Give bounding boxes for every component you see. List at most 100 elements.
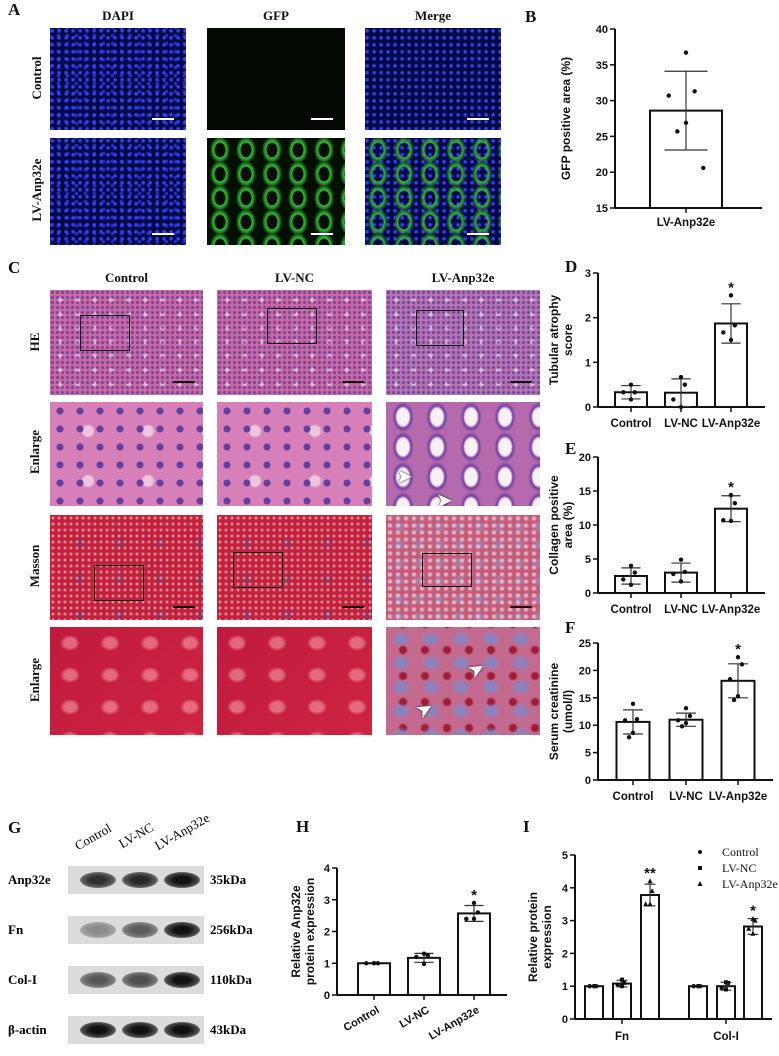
micrograph-dapi-lv-anp32e: [50, 138, 186, 245]
column-header-dapi: DAPI: [102, 8, 134, 23]
scale-bar: [510, 606, 532, 608]
micrograph-masson-enlarge-lv-anp32e: ➤ ➤: [386, 627, 540, 735]
data-point: [724, 987, 728, 992]
data-point: [701, 165, 706, 171]
y-axis-label: Tubular atrophy: [547, 294, 561, 385]
scale-bar: [342, 381, 364, 383]
micrograph-he-lv-anp32e: [386, 290, 540, 395]
data-point: [732, 501, 738, 506]
data-point: [471, 900, 477, 906]
y-tick-label: 20: [596, 167, 608, 179]
blot-strip-2: [68, 966, 204, 994]
data-point: [649, 888, 655, 894]
blot-size-label: 35kDa: [210, 872, 247, 887]
x-tick-label: LV-Anp32e: [657, 217, 716, 229]
y-tick-label: 0: [585, 588, 591, 600]
data-point: [727, 676, 733, 682]
blot-protein-label: β-actin: [8, 1022, 47, 1037]
data-point: [750, 930, 756, 936]
scale-bar: [467, 118, 489, 120]
bar: [640, 894, 660, 1020]
x-tick-label: LV-Anp32e: [427, 1004, 482, 1042]
y-axis-label: Relative Anp32e: [289, 885, 303, 978]
data-point: [691, 984, 696, 989]
data-point: [675, 129, 680, 134]
data-point: [628, 397, 634, 402]
data-point: [739, 662, 745, 667]
column-header-lv-nc: LV-NC: [274, 270, 314, 285]
y-tick-label: 4: [562, 883, 569, 895]
data-point: [671, 571, 676, 577]
blot-band: [122, 922, 158, 938]
y-axis-label: GFP positive area (%): [559, 57, 573, 180]
y-tick-label: 4: [324, 863, 331, 875]
legend-entry: Control: [722, 845, 759, 859]
data-point: [728, 492, 734, 498]
data-point: [620, 977, 624, 982]
legend-entry: LV-NC: [722, 861, 756, 875]
bar: [584, 985, 604, 1021]
inset-box: [233, 552, 283, 588]
x-tick-label: LV-NC: [669, 791, 703, 803]
data-point: [735, 655, 741, 660]
micrograph-he-control: [50, 290, 203, 395]
scale-bar: [173, 606, 195, 608]
data-point: [687, 713, 693, 719]
micrograph-he-lv-nc: [217, 290, 372, 395]
x-tick-label: LV-Anp32e: [702, 418, 761, 430]
micrograph-masson-lv-anp32e: [386, 515, 540, 620]
y-tick-label: 15: [596, 203, 608, 215]
y-tick-label: 2: [324, 927, 330, 939]
panel-label-g: G: [8, 818, 22, 837]
y-tick-label: 3: [585, 268, 591, 280]
significance-marker: *: [471, 887, 477, 904]
blot-size-label: 43kDa: [210, 1022, 247, 1037]
blot-strip-1: [68, 916, 204, 944]
blot-band: [122, 972, 158, 988]
x-tick-label: Control: [611, 604, 652, 616]
data-point: [683, 50, 689, 55]
x-tick-label: Control: [611, 418, 652, 430]
data-point: [731, 697, 737, 703]
data-point: [630, 701, 636, 707]
inset-box: [267, 308, 317, 344]
y-tick-label: 30: [596, 96, 608, 108]
data-point: [683, 720, 689, 726]
y-axis-label: area (%): [561, 502, 575, 549]
panel-label-f: F: [565, 618, 575, 637]
blot-protein-label: Col-I: [8, 972, 37, 987]
inset-box: [416, 310, 464, 346]
bar: [688, 985, 708, 1021]
data-point: [632, 570, 638, 575]
arrow-icon: ➤: [396, 464, 413, 488]
y-tick-label: 5: [585, 554, 591, 566]
x-tick-label: Fn: [615, 1031, 629, 1043]
y-tick-label: 20: [579, 452, 591, 464]
y-axis-label: score: [561, 324, 575, 356]
inset-box: [94, 565, 144, 601]
y-axis-label: Relative protein: [526, 892, 540, 982]
data-point: [728, 293, 734, 298]
significance-marker: **: [644, 865, 656, 882]
panel-label-d: D: [565, 257, 577, 276]
data-point: [726, 980, 731, 985]
panel-label-e: E: [565, 439, 576, 458]
legend-marker: [698, 850, 702, 854]
blot-band: [122, 1022, 158, 1038]
scale-bar: [173, 381, 195, 383]
y-tick-label: 0: [324, 990, 330, 1002]
blot-strip-3: [68, 1016, 204, 1044]
significance-marker: *: [750, 903, 756, 920]
data-point: [728, 518, 734, 524]
data-point: [622, 980, 627, 985]
x-tick-label: LV-NC: [664, 418, 698, 430]
data-point: [683, 706, 689, 711]
panel-label-c: C: [8, 258, 21, 277]
blot-band: [164, 922, 200, 938]
data-point: [728, 337, 734, 343]
y-tick-label: 40: [596, 24, 608, 36]
y-tick-label: 5: [585, 748, 591, 760]
y-tick-label: 0: [585, 775, 591, 787]
x-tick-label: LV-Anp32e: [709, 791, 768, 803]
